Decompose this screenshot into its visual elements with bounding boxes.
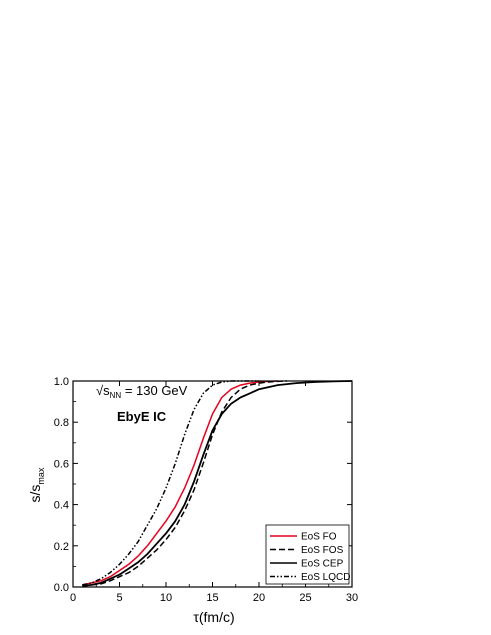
energy-annotation-prefix: √s: [96, 383, 110, 398]
series-line-eos-cep: [82, 380, 353, 587]
energy-annotation-value: = 130 GeV: [121, 383, 187, 398]
axes: 0 5 10 15 20 25 30 0.0 0.2 0.4 0.6 0.8 1.0: [54, 376, 358, 604]
energy-annotation-sub: NN: [110, 391, 122, 400]
y-axis-title: s/smax: [27, 467, 46, 502]
y-tick-label: 0.4: [54, 500, 69, 512]
ic-annotation: EbyE IC: [117, 409, 167, 424]
legend-label: EoS CEP: [301, 559, 344, 570]
y-tick-label: 0.6: [54, 458, 69, 470]
x-tick-label: 0: [70, 592, 76, 604]
y-tick-label: 0.0: [54, 582, 69, 594]
y-tick-label: 1.0: [54, 376, 69, 388]
legend-label: EoS LQCD: [301, 572, 350, 583]
series-line-eos-lqcd: [82, 380, 259, 586]
energy-annotation: √sNN = 130 GeV: [96, 383, 188, 400]
series-line-eos-fos: [82, 380, 287, 587]
x-tick-label: 10: [160, 592, 172, 604]
y-axis-title-sub: max: [36, 467, 46, 485]
legend-label: EoS FOS: [301, 545, 344, 556]
x-tick-label: 20: [253, 592, 265, 604]
y-tick-label: 0.8: [54, 417, 69, 429]
x-tick-label: 25: [299, 592, 311, 604]
y-axis-title-main: s/s: [27, 485, 43, 503]
x-tick-label: 30: [346, 592, 358, 604]
legend: EoS FO EoS FOS EoS CEP EoS LQCD: [265, 524, 350, 585]
x-tick-label: 5: [116, 592, 122, 604]
legend-label: EoS FO: [301, 532, 337, 543]
legend-box: [265, 524, 350, 585]
x-tick-label: 15: [206, 592, 218, 604]
x-axis-title: τ(fm/c): [193, 609, 234, 625]
svg-text:s/smax: s/smax: [27, 467, 46, 502]
series-line-eos-fo: [82, 380, 278, 586]
plot-lines: [82, 380, 353, 587]
y-tick-label: 0.2: [54, 541, 69, 553]
